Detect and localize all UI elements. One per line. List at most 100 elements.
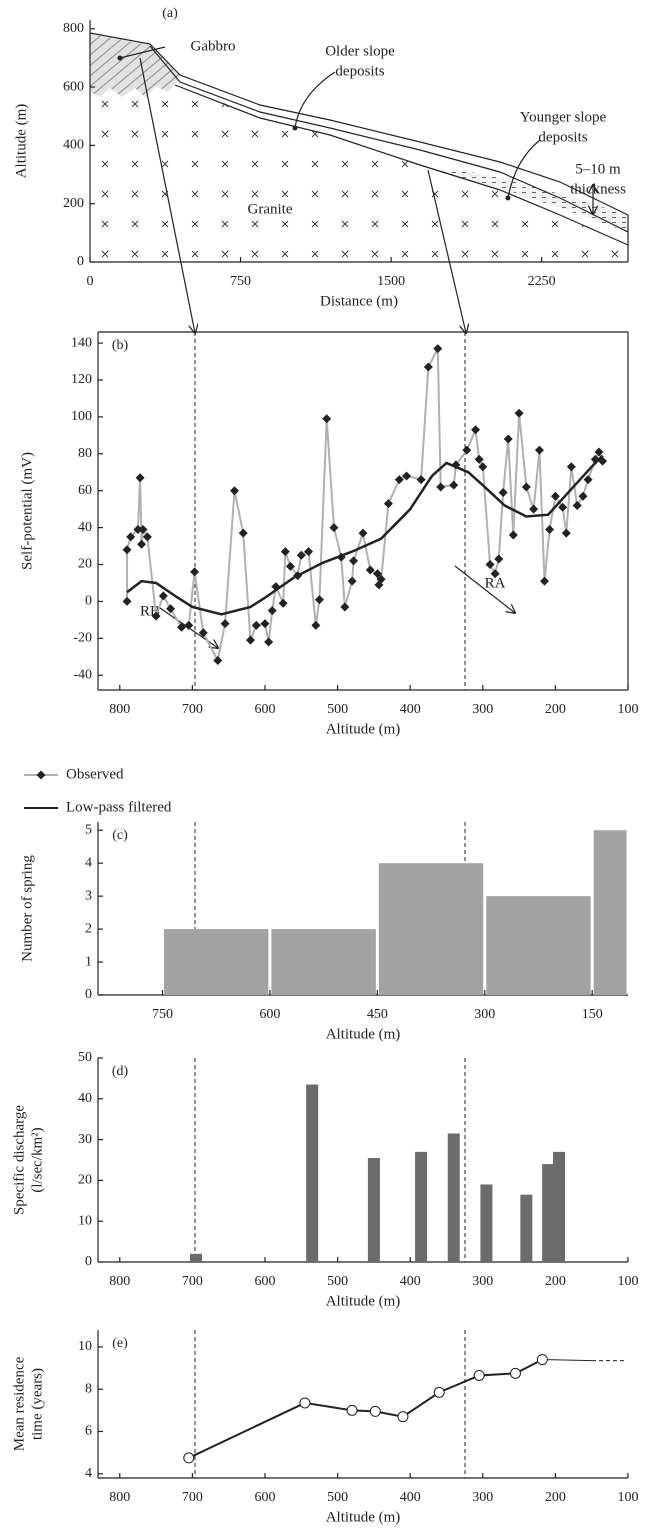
legend-marker [36,770,46,780]
marker [358,528,368,538]
marker [135,473,145,483]
panel-label: (c) [112,828,128,843]
y-tick-label: 60 [78,483,92,498]
bar [447,1133,460,1262]
bar [306,1084,319,1262]
marker [561,528,571,538]
cross-section-shapes [89,32,629,648]
y-tick-label: 10 [78,1213,92,1228]
x-tick-label: 0 [87,274,94,289]
y-axis-label: time (years) [29,1368,45,1440]
marker [322,414,332,424]
x-tick-label: 400 [400,1274,421,1289]
y-axis-label: Self-potential (mV) [19,452,35,570]
marker [478,462,488,472]
marker [416,475,426,485]
panel-label: (a) [162,6,178,21]
marker [122,596,132,606]
panel-label: (b) [112,338,129,353]
marker [349,556,359,566]
marker [347,576,357,586]
x-tick-label: 700 [182,1274,203,1289]
bar [163,929,269,995]
y-tick-label: 800 [63,21,84,36]
marker [314,595,324,605]
series-line [188,1358,543,1459]
marker [142,532,152,542]
x-tick-label: 200 [545,1274,566,1289]
x-tick-label: 200 [545,702,566,717]
y-axis-label: (l/sec/km²) [29,1127,45,1192]
x-tick-label: 600 [259,1007,280,1022]
x-tick-label: 500 [327,702,348,717]
bar [271,929,376,995]
x-tick-label: 600 [254,1490,275,1505]
x-tick-label: 800 [109,1490,130,1505]
y-tick-label: 1 [85,954,92,969]
bar [190,1253,203,1262]
marker [490,569,500,579]
marker [521,482,531,492]
annotation: deposits [538,129,587,145]
y-tick-label: 8 [85,1381,92,1396]
annotation: Granite [248,201,293,217]
y-tick-label: 20 [78,557,92,572]
marker [397,1411,409,1423]
marker [158,591,168,601]
x-tick-label: 400 [400,1490,421,1505]
x-axis-label: Distance (m) [320,293,398,309]
y-tick-label: 2 [85,921,92,936]
marker [166,604,176,614]
x-axis-label: Altitude (m) [326,721,401,737]
y-axis-label: Altitude (m) [13,104,29,179]
marker [433,344,443,354]
series-line [126,348,604,664]
y-tick-label: 3 [85,888,92,903]
marker [572,500,582,510]
marker [485,560,495,570]
x-tick-label: 100 [618,1490,639,1505]
annotation: Older slope [325,43,395,59]
marker [229,486,239,496]
marker [436,482,446,492]
marker [471,425,481,435]
y-axis-label: Specific discharge [11,1105,27,1215]
marker [251,620,261,630]
marker [133,524,143,534]
y-tick-label: 140 [71,335,92,350]
x-tick-label: 500 [327,1490,348,1505]
x-tick-label: 750 [152,1007,173,1022]
marker [329,523,339,533]
bar [593,830,627,995]
marker [394,475,404,485]
marker [376,574,386,584]
y-tick-label: 40 [78,520,92,535]
bar [553,1151,566,1262]
marker [534,445,544,455]
marker [183,1452,195,1464]
y-tick-label: 0 [77,254,84,269]
marker [423,362,433,372]
x-tick-label: 400 [400,702,421,717]
marker [550,491,560,501]
marker [280,547,290,557]
marker [285,561,295,571]
annotation: 5–10 m [575,161,621,177]
marker [184,620,194,630]
x-tick-label: 700 [182,1490,203,1505]
bar [480,1184,493,1262]
y-tick-label: 0 [85,987,92,1002]
y-tick-label: 30 [78,1132,92,1147]
marker [462,445,472,455]
marker [536,1354,548,1366]
marker [137,539,147,549]
marker [299,1397,311,1409]
y-tick-label: 6 [85,1424,92,1439]
panel-label: (e) [112,1336,128,1351]
marker [578,491,588,501]
y-tick-label: 10 [78,1339,92,1354]
x-tick-label: 150 [582,1007,603,1022]
x-tick-label: 450 [367,1007,388,1022]
bar [486,896,591,995]
